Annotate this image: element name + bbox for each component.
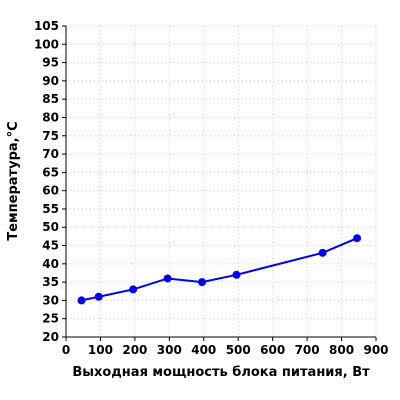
x-ticks: 0 100 200 300 400 500 600 700 800 900 [62,337,389,357]
y-tick-label: 70 [42,147,59,161]
data-point [77,296,86,305]
x-tick-label: 100 [88,343,113,357]
x-tick-label: 800 [329,343,354,357]
series [77,234,362,305]
x-tick-label: 200 [122,343,147,357]
data-point [318,248,327,257]
y-ticks: 20 25 30 35 40 45 50 55 60 65 70 75 80 85 90 95 100 105 [34,19,66,344]
series-line [81,237,358,302]
y-tick-label: 60 [42,184,59,198]
data-point [198,278,207,287]
y-tick-label: 95 [42,56,59,70]
y-tick-label: 30 [42,293,59,307]
x-tick-label: 500 [226,343,251,357]
data-point [94,292,103,301]
y-tick-label: 20 [42,330,59,344]
data-point [163,274,172,283]
data-point [353,234,362,243]
data-point [232,270,241,279]
y-tick-label: 65 [42,165,59,179]
y-tick-label: 100 [34,37,59,51]
axes [65,26,376,338]
y-tick-label: 40 [42,257,59,271]
grid [66,25,377,337]
x-tick-label: 300 [157,343,182,357]
x-axis-title: Выходная мощность блока питания, Вт [72,365,370,380]
y-tick-label: 35 [42,275,59,289]
x-tick-label: 0 [62,343,70,357]
x-tick-label: 400 [191,343,216,357]
y-tick-label: 85 [42,92,59,106]
data-point [129,285,138,294]
x-tick-label: 600 [260,343,285,357]
y-tick-label: 25 [42,312,59,326]
x-tick-label: 900 [363,343,388,357]
y-tick-label: 105 [34,19,59,33]
y-tick-label: 55 [42,202,59,216]
y-tick-label: 90 [42,74,59,88]
y-tick-label: 80 [42,110,59,124]
x-tick-label: 700 [295,343,320,357]
y-tick-label: 50 [42,220,59,234]
y-axis-title: Температура,°C [6,121,21,240]
y-tick-label: 45 [42,239,59,253]
y-tick-label: 75 [42,129,59,143]
